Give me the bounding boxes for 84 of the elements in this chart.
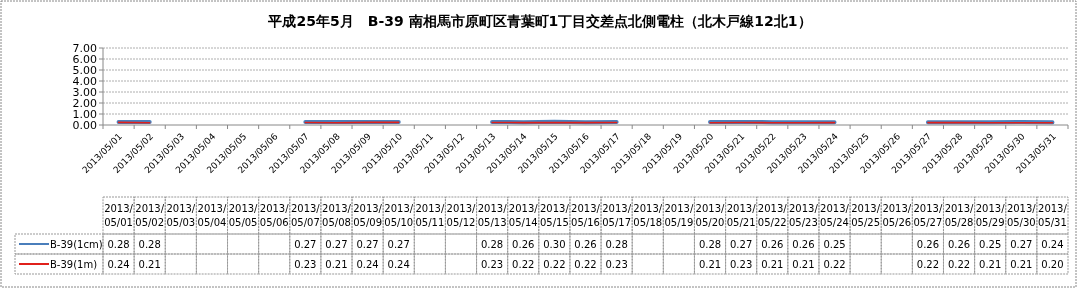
data-label: 0.23	[730, 259, 753, 270]
y-tick-label: 6.00	[72, 53, 97, 66]
data-label: 0.28	[138, 239, 161, 250]
category-label: 2013/05/22	[757, 203, 787, 228]
category-label: 2013/05/17	[602, 203, 632, 228]
category-label: 2013/05/18	[633, 203, 663, 228]
data-label: 0.21	[761, 259, 784, 270]
data-label: 0.21	[325, 259, 348, 270]
data-label: 0.28	[480, 239, 504, 250]
category-label: 2013/05/21	[726, 203, 756, 228]
data-label: 0.27	[730, 239, 753, 250]
data-label: 0.27	[356, 239, 379, 250]
category-label: 2013/05/23	[788, 203, 818, 228]
category-label: 2013/05/06	[259, 203, 289, 228]
chart-title: 平成25年5月 B-39 南相馬市原町区青葉町1丁目交差点北側電柱（北木戸線12北1）	[267, 13, 812, 29]
data-label: 0.27	[1010, 239, 1033, 250]
data-label: 0.23	[605, 259, 628, 270]
category-label: 2013/05/31	[1038, 203, 1067, 228]
category-label: 2013/05/02	[135, 203, 165, 228]
data-label: 0.21	[792, 259, 815, 270]
legend-label: B-39(1cm)	[50, 239, 103, 250]
data-label: 0.26	[792, 239, 815, 250]
category-label: 2013/05/05	[228, 203, 258, 228]
category-label: 2013/05/03	[166, 203, 196, 228]
data-label: 0.20	[1041, 259, 1064, 270]
data-label: 0.25	[979, 239, 1002, 250]
category-label: 2013/05/28	[944, 203, 974, 228]
category-label: 2013/05/04	[197, 203, 227, 228]
data-label: 0.21	[979, 259, 1002, 270]
category-label: 2013/05/13	[477, 203, 507, 228]
data-label: 0.21	[698, 259, 722, 270]
data-label: 0.23	[480, 259, 504, 270]
data-label: 0.26	[512, 239, 535, 250]
data-label: 0.22	[916, 259, 940, 270]
category-label: 2013/05/12	[446, 203, 476, 228]
data-label: 0.28	[605, 239, 628, 250]
data-label: 0.24	[107, 259, 130, 270]
data-label: 0.24	[387, 259, 410, 270]
category-label: 2013/05/09	[353, 203, 383, 228]
category-label: 2013/05/27	[913, 203, 943, 228]
category-label: 2013/05/15	[539, 203, 569, 228]
data-label: 0.24	[356, 259, 379, 270]
y-tick-label: 4.00	[72, 75, 97, 88]
category-label: 2013/05/16	[571, 203, 600, 228]
category-label: 2013/05/08	[322, 203, 351, 228]
data-label: 0.28	[107, 239, 130, 250]
category-label: 2013/05/29	[975, 203, 1005, 228]
data-label: 0.27	[325, 239, 348, 250]
category-label: 2013/05/25	[851, 203, 881, 228]
category-label: 2013/05/24	[820, 203, 849, 228]
data-label: 0.30	[543, 239, 566, 250]
category-label: 2013/05/30	[1006, 203, 1036, 228]
category-label: 2013/05/26	[882, 203, 912, 228]
y-tick-label: 5.00	[72, 64, 97, 77]
category-label: 2013/05/01	[104, 203, 133, 228]
category-label: 2013/05/11	[415, 203, 445, 228]
data-label: 0.26	[947, 239, 971, 250]
legend-label: B-39(1m)	[50, 259, 98, 270]
data-label: 0.22	[543, 259, 566, 270]
data-label: 0.26	[574, 239, 597, 250]
category-label: 2013/05/19	[664, 203, 694, 228]
data-label: 0.27	[387, 239, 410, 250]
y-tick-label: 7.00	[72, 42, 97, 55]
data-label: 0.22	[947, 259, 971, 270]
category-label: 2013/05/07	[290, 203, 320, 228]
data-label: 0.22	[574, 259, 597, 270]
data-label: 0.27	[294, 239, 317, 250]
data-label: 0.23	[294, 259, 317, 270]
category-label: 2013/05/14	[508, 203, 538, 228]
data-label: 0.25	[823, 239, 846, 250]
data-label: 0.28	[698, 239, 722, 250]
data-label: 0.21	[1010, 259, 1033, 270]
data-label: 0.21	[138, 259, 161, 270]
y-tick-label: 3.00	[72, 86, 97, 99]
y-tick-label: 1.00	[72, 108, 97, 121]
data-label: 0.24	[1041, 239, 1064, 250]
data-label: 0.22	[512, 259, 535, 270]
data-label: 0.22	[823, 259, 846, 270]
data-label: 0.26	[761, 239, 784, 250]
data-label: 0.26	[916, 239, 940, 250]
y-tick-label: 0.00	[72, 119, 97, 132]
category-label: 2013/05/10	[384, 203, 414, 228]
category-label: 2013/05/20	[695, 203, 725, 228]
y-tick-label: 2.00	[72, 97, 97, 110]
